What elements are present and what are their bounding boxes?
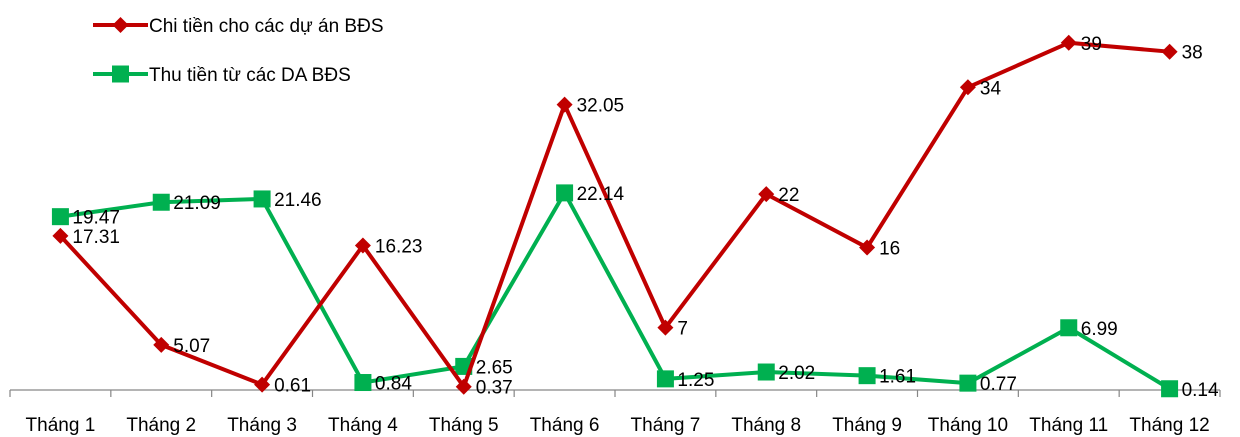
x-tick-label: Tháng 5 [429,415,499,436]
x-tick-label: Tháng 3 [227,415,297,436]
data-label: 0.84 [375,374,412,395]
data-label: 1.25 [677,370,714,391]
series-chi-tien [52,34,1178,395]
data-point-square [253,190,271,208]
x-axis: Tháng 1 Tháng 2 Tháng 3 Tháng 4 Tháng 5 Tháng… [9,389,1221,436]
x-tick-label: Tháng 8 [731,415,801,436]
data-label: 5.07 [173,336,210,357]
x-tick-label: Tháng 6 [530,415,600,436]
data-point-square [959,374,977,392]
data-label: 34 [980,78,1002,99]
data-point-square [354,374,372,392]
data-label: 0.61 [274,376,311,397]
data-labels: 17.31 5.07 0.61 16.23 0.37 32.05 7 22 16 34 39 38 19… [72,34,1219,401]
data-label: 17.31 [72,227,120,248]
x-tick-label: Tháng 10 [928,415,1008,436]
data-point-square [51,208,69,226]
data-point-diamond [455,378,472,395]
legend-marker-diamond [112,17,129,33]
data-label: 2.65 [476,357,513,378]
data-label: 19.47 [72,208,120,229]
data-label: 21.09 [173,193,221,214]
data-point-square [656,370,674,388]
data-label: 22.14 [577,184,625,205]
data-label: 7 [677,319,688,340]
data-label: 0.77 [980,374,1017,395]
data-point-diamond [1060,34,1077,51]
data-label: 0.37 [476,378,513,399]
x-tick-label: Tháng 4 [328,415,398,436]
data-label: 0.14 [1182,380,1219,401]
series-line [60,190,1171,391]
legend-label: Chi tiền cho các dự án BĐS [149,16,384,37]
data-label: 2.02 [778,363,815,384]
data-point-diamond [859,239,876,256]
data-point-diamond [254,376,271,393]
data-label: 39 [1081,34,1102,55]
data-label: 16 [879,239,900,260]
data-label: 32.05 [577,96,625,117]
data-label: 22 [778,185,799,206]
data-point-diamond [657,319,674,336]
x-tick-label: Tháng 9 [832,415,902,436]
data-point-diamond [758,186,775,203]
data-point-square [556,184,574,202]
data-point-diamond [959,79,976,96]
x-tick-label: Tháng 11 [1029,415,1108,436]
legend-item: Thu tiền từ các DA BĐS [93,65,351,86]
series-line [58,40,1170,389]
legend-label: Thu tiền từ các DA BĐS [149,65,351,86]
data-point-diamond [354,237,371,254]
data-point-square [757,363,775,381]
data-label: 6.99 [1081,319,1118,340]
x-tick-label: Tháng 1 [26,415,96,436]
data-point-square [152,193,170,211]
data-point-square [1161,380,1179,398]
data-point-diamond [1161,43,1178,60]
x-tick-label: Tháng 7 [631,415,701,436]
data-point-diamond [556,96,573,113]
x-tick-label: Tháng 2 [126,415,196,436]
data-point-square [1060,319,1078,337]
x-tick-label: Tháng 12 [1129,415,1209,436]
series-thu-tien [51,184,1179,398]
data-label: 16.23 [375,237,423,258]
legend: Chi tiền cho các dự án BĐS Thu tiền từ cá… [93,16,384,86]
data-label: 38 [1182,43,1203,64]
data-point-diamond [52,227,69,244]
data-label: 1.61 [879,367,916,388]
legend-item: Chi tiền cho các dự án BĐS [93,16,384,37]
data-point-diamond [153,336,170,353]
series-layer [51,34,1179,398]
data-label: 21.46 [274,190,322,211]
legend-marker-square [112,65,129,83]
data-point-square [858,367,876,385]
